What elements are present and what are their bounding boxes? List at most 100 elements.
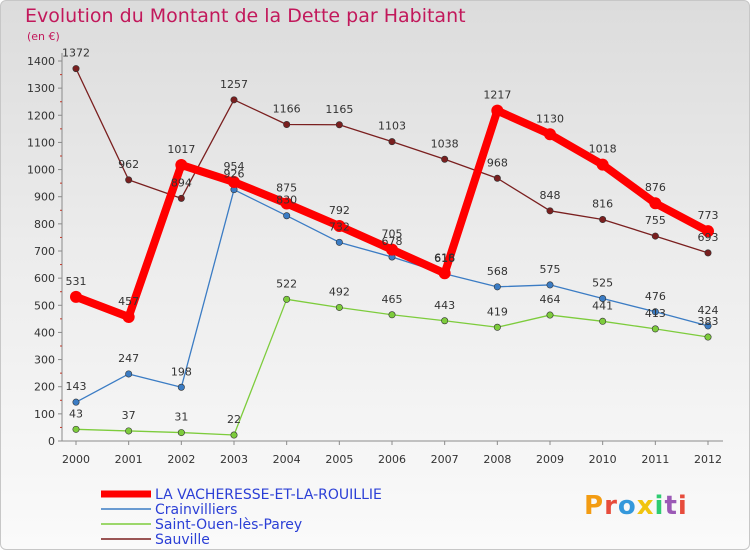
data-label: 816	[592, 198, 613, 211]
data-label: 705	[382, 228, 403, 241]
logo-letter: t	[664, 491, 678, 521]
y-tick-label: 1100	[27, 136, 55, 149]
x-tick-label: 2008	[483, 453, 511, 466]
x-tick-label: 2006	[378, 453, 406, 466]
data-point	[491, 104, 504, 117]
data-label: 875	[276, 182, 297, 195]
data-point	[704, 333, 712, 341]
y-tick-label: 200	[34, 381, 55, 394]
data-point	[649, 197, 662, 210]
data-point	[493, 323, 501, 331]
data-label: 1130	[536, 112, 564, 125]
legend-label: LA VACHERESSE-ET-LA-ROUILLIE	[155, 487, 382, 503]
data-point	[704, 249, 712, 257]
x-tick-label: 2005	[325, 453, 353, 466]
data-label: 476	[645, 290, 666, 303]
data-point	[388, 138, 396, 146]
data-point	[177, 383, 185, 391]
y-tick-label: 800	[34, 218, 55, 231]
data-label: 755	[645, 214, 666, 227]
data-point	[177, 194, 185, 202]
y-tick-label: 1200	[27, 109, 55, 122]
data-label: 575	[540, 263, 561, 276]
data-point	[493, 174, 501, 182]
data-label: 383	[698, 315, 719, 328]
data-point	[72, 425, 80, 433]
chart-title: Evolution du Montant de la Dette par Hab…	[25, 5, 466, 27]
data-label: 464	[540, 293, 561, 306]
data-label: 413	[645, 307, 666, 320]
data-label: 525	[592, 277, 613, 290]
logo-letter: o	[617, 491, 637, 521]
logo-letter: i	[654, 491, 665, 521]
data-point	[177, 429, 185, 437]
data-point	[280, 197, 293, 210]
y-tick-label: 1300	[27, 82, 55, 95]
legend-label: Saint-Ouen-lès-Parey	[155, 517, 302, 533]
data-point	[546, 207, 554, 215]
data-point	[493, 283, 501, 291]
data-label: 419	[487, 305, 508, 318]
y-tick-label: 0	[48, 435, 55, 448]
data-point	[125, 176, 133, 184]
data-label: 954	[224, 160, 245, 173]
data-label: 457	[118, 295, 139, 308]
data-label: 1018	[589, 143, 617, 156]
data-point	[596, 158, 609, 171]
data-point	[72, 65, 80, 73]
data-point	[546, 311, 554, 319]
data-point	[230, 431, 238, 439]
x-tick-label: 2002	[167, 453, 195, 466]
data-label: 522	[276, 277, 297, 290]
y-tick-label: 100	[34, 408, 55, 421]
data-label: 616	[434, 252, 455, 265]
y-tick-label: 1400	[27, 55, 55, 68]
legend-label: Sauville	[155, 532, 210, 548]
data-label: 848	[540, 189, 561, 202]
data-label: 678	[382, 235, 403, 248]
y-axis-unit: (en €)	[27, 30, 60, 43]
x-tick-label: 2000	[62, 453, 90, 466]
y-tick-label: 900	[34, 191, 55, 204]
data-point	[651, 232, 659, 240]
data-label: 773	[698, 209, 719, 222]
data-label: 693	[698, 231, 719, 244]
data-point	[125, 370, 133, 378]
data-label: 443	[434, 299, 455, 312]
data-label: 792	[329, 204, 350, 217]
data-label: 441	[592, 299, 613, 312]
data-label: 1165	[325, 103, 353, 116]
y-tick-label: 500	[34, 299, 55, 312]
legend-label: Crainvilliers	[155, 502, 237, 518]
y-tick-label: 400	[34, 326, 55, 339]
data-label: 22	[227, 413, 241, 426]
x-tick-label: 2012	[694, 453, 722, 466]
data-point	[651, 308, 659, 316]
data-label: 31	[174, 411, 188, 424]
data-point	[386, 243, 398, 256]
data-label: 43	[69, 407, 83, 420]
data-point	[125, 427, 133, 435]
data-label: 1103	[378, 120, 406, 133]
data-point	[702, 225, 714, 238]
data-point	[438, 267, 451, 280]
data-point	[704, 322, 712, 330]
data-label: 1166	[273, 103, 301, 116]
data-label: 926	[224, 168, 245, 181]
data-point	[441, 317, 449, 325]
data-label: 143	[66, 380, 87, 393]
data-point	[651, 325, 659, 333]
data-point	[122, 310, 135, 323]
data-label: 465	[382, 293, 403, 306]
data-label: 1217	[483, 89, 511, 102]
data-point	[335, 238, 343, 246]
data-point	[283, 295, 291, 303]
data-label: 1038	[431, 137, 459, 150]
data-point	[283, 121, 291, 129]
data-label: 37	[122, 409, 136, 422]
data-label: 568	[487, 265, 508, 278]
logo-letter: r	[604, 491, 618, 521]
y-tick-label: 600	[34, 272, 55, 285]
